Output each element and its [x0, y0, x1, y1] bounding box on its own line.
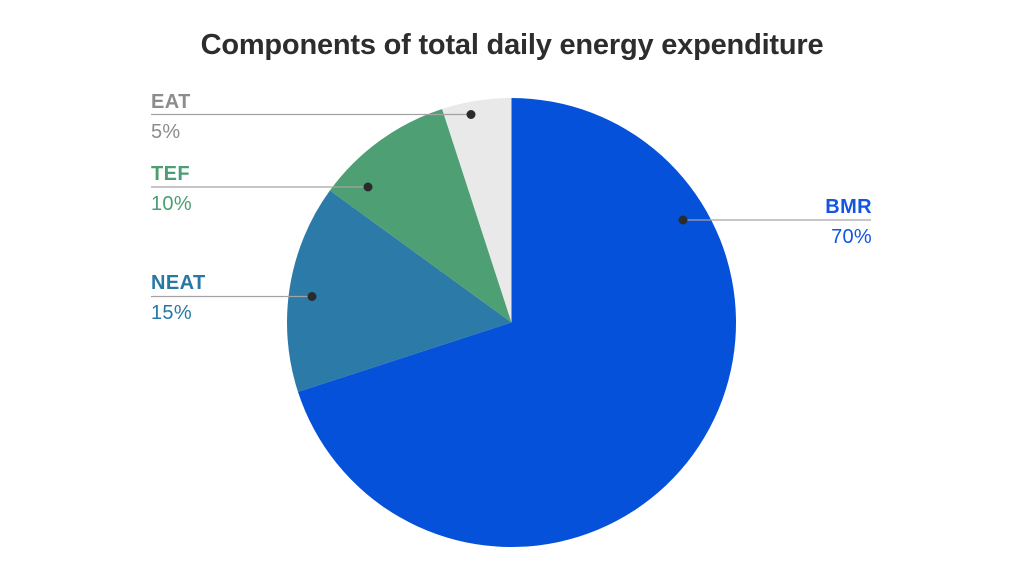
pie-label-percent: 5%	[151, 121, 181, 143]
pie-label-name: TEF	[151, 163, 190, 185]
anchor-dot-tef	[363, 182, 373, 192]
anchor-dot-neat	[307, 292, 317, 301]
pie-slice-eat	[442, 98, 512, 323]
anchor-dot-bmr	[678, 215, 688, 225]
pie-label-tef: TEF 10%	[151, 162, 192, 216]
pie-label-percent: 15%	[151, 302, 192, 324]
pie-label-eat: EAT 5%	[151, 90, 191, 144]
pie-label-neat: NEAT 15%	[151, 271, 206, 325]
pie-label-name: BMR	[825, 196, 872, 218]
chart-title: Components of total daily energy expendi…	[200, 29, 824, 61]
anchor-dot-eat	[466, 110, 476, 119]
pie-label-bmr: BMR 70%	[825, 195, 872, 249]
pie-slice-tef	[329, 108, 512, 323]
pie-slice-neat	[287, 190, 512, 392]
pie-label-name: EAT	[151, 91, 191, 113]
pie-label-name: NEAT	[151, 272, 206, 294]
pie-slice-bmr	[297, 98, 737, 547]
pie-label-percent: 10%	[151, 193, 192, 215]
pie-label-percent: 70%	[831, 226, 872, 248]
